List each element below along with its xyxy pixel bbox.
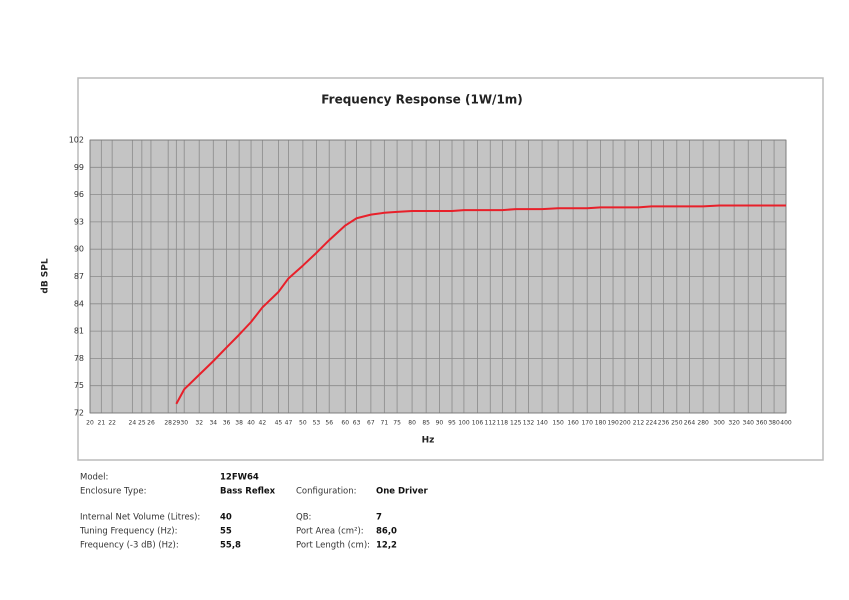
x-tick-label: 80 <box>408 420 416 427</box>
x-tick-label: 264 <box>684 420 696 427</box>
spec-label: Frequency (-3 dB) (Hz): <box>80 541 179 551</box>
x-tick-label: 38 <box>235 420 243 427</box>
y-axis-label: dB SPL <box>41 258 51 294</box>
spec-label: Internal Net Volume (Litres): <box>80 513 200 523</box>
spec-value: 55,8 <box>220 541 241 551</box>
x-tick-label: 400 <box>780 420 792 427</box>
x-tick-label: 45 <box>275 420 283 427</box>
x-tick-label: 56 <box>325 420 333 427</box>
x-tick-label: 30 <box>180 420 188 427</box>
x-tick-label: 34 <box>209 420 217 427</box>
spec-value: 12,2 <box>376 541 397 551</box>
y-tick-label: 75 <box>74 381 84 390</box>
response-line <box>175 204 786 405</box>
y-tick-label: 90 <box>74 245 84 254</box>
chart-title: Frequency Response (1W/1m) <box>321 93 523 107</box>
x-tick-label: 22 <box>108 420 116 427</box>
y-tick-label: 84 <box>74 299 84 308</box>
y-tick-label: 102 <box>69 136 84 145</box>
spec-label: Port Area (cm²): <box>296 527 364 537</box>
spec-label: Tuning Frequency (Hz): <box>79 527 177 537</box>
x-tick-label: 170 <box>581 420 593 427</box>
y-tick-label: 96 <box>74 190 84 199</box>
x-tick-label: 212 <box>633 420 645 427</box>
y-tick-label: 99 <box>74 163 84 172</box>
x-tick-label: 280 <box>697 420 709 427</box>
x-tick-label: 236 <box>658 420 670 427</box>
x-tick-label: 20 <box>86 420 94 427</box>
x-tick-label: 47 <box>285 420 293 427</box>
spec-value: 86,0 <box>376 527 397 537</box>
x-tick-label: 36 <box>223 420 231 427</box>
x-tick-label: 132 <box>523 420 535 427</box>
spec-value: Bass Reflex <box>220 487 276 497</box>
x-tick-label: 118 <box>497 420 509 427</box>
spec-label: Port Length (cm): <box>296 541 370 551</box>
x-tick-label: 320 <box>728 420 740 427</box>
x-tick-label: 200 <box>619 420 631 427</box>
x-tick-label: 60 <box>341 420 349 427</box>
spec-value: 40 <box>220 513 232 523</box>
x-tick-label: 40 <box>247 420 255 427</box>
spec-label: Enclosure Type: <box>80 487 146 497</box>
x-tick-label: 180 <box>595 420 607 427</box>
spec-label: QB: <box>296 513 311 523</box>
x-tick-label: 75 <box>393 420 401 427</box>
spec-label: Configuration: <box>296 487 357 497</box>
x-tick-label: 50 <box>299 420 307 427</box>
x-tick-label: 25 <box>138 420 146 427</box>
x-tick-label: 224 <box>646 420 658 427</box>
x-tick-label: 32 <box>195 420 203 427</box>
x-tick-label: 140 <box>536 420 548 427</box>
y-tick-label: 81 <box>74 327 84 336</box>
spec-value: 12FW64 <box>220 473 259 483</box>
x-tick-label: 150 <box>552 420 564 427</box>
plot-border <box>89 139 787 414</box>
x-tick-label: 340 <box>743 420 755 427</box>
x-tick-label: 380 <box>768 420 780 427</box>
x-tick-label: 190 <box>607 420 619 427</box>
y-tick-label: 87 <box>74 272 84 281</box>
spec-label: Model: <box>80 473 108 483</box>
y-tick-label: 78 <box>74 354 84 363</box>
x-tick-label: 112 <box>485 420 497 427</box>
x-tick-label: 85 <box>422 420 430 427</box>
x-tick-label: 71 <box>381 420 389 427</box>
x-tick-label: 28 <box>164 420 172 427</box>
y-tick-label: 72 <box>74 409 84 418</box>
spec-value: 7 <box>376 513 382 523</box>
y-tick-label: 93 <box>74 217 84 226</box>
x-tick-label: 42 <box>259 420 267 427</box>
x-tick-label: 125 <box>510 420 522 427</box>
x-tick-label: 360 <box>756 420 768 427</box>
x-tick-label: 250 <box>671 420 683 427</box>
x-tick-label: 300 <box>713 420 725 427</box>
x-tick-label: 90 <box>436 420 444 427</box>
x-tick-label: 63 <box>353 420 361 427</box>
spec-value: 55 <box>220 527 232 537</box>
spec-value: One Driver <box>376 487 428 497</box>
x-tick-label: 106 <box>472 420 484 427</box>
x-tick-label: 21 <box>98 420 106 427</box>
x-tick-label: 26 <box>147 420 155 427</box>
x-tick-label: 100 <box>458 420 470 427</box>
x-tick-label: 95 <box>448 420 456 427</box>
x-tick-label: 29 <box>173 420 181 427</box>
x-tick-label: 53 <box>313 420 321 427</box>
x-tick-label: 160 <box>567 420 579 427</box>
x-axis-label: Hz <box>422 436 435 446</box>
x-tick-label: 24 <box>129 420 137 427</box>
x-tick-label: 67 <box>367 420 375 427</box>
